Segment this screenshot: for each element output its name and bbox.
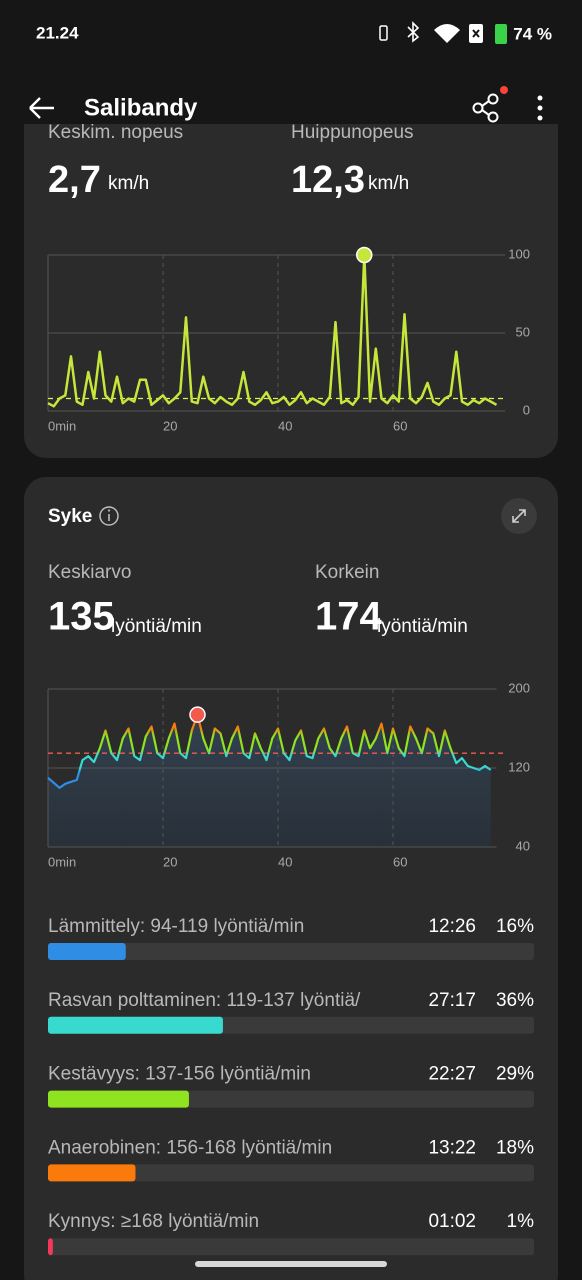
zone-percent: 29% [496, 1064, 534, 1085]
avg-label: Keskiarvo [48, 562, 131, 583]
zone-bar [48, 943, 126, 960]
zone-bar [48, 1016, 223, 1034]
x-tick-label: 20 [163, 418, 177, 433]
zone-time: 01:02 [428, 1211, 476, 1232]
zone-time: 13:22 [428, 1137, 476, 1158]
card [24, 477, 558, 1280]
zone-percent: 18% [496, 1137, 534, 1158]
y-tick-label: 100 [508, 246, 530, 261]
heart-rate-line [47, 713, 492, 789]
home-indicator [195, 1261, 387, 1267]
card [24, 96, 558, 458]
y-tick-label: 120 [508, 759, 530, 774]
speed-chart: 0 50 100 0min 20 40 60 [47, 246, 530, 433]
zone-label: Lämmittely: 94-119 lyöntiä/min [48, 916, 304, 937]
avg-label: Keskim. nopeus [48, 122, 183, 143]
zone-label: Kynnys: ≥168 lyöntiä/min [48, 1211, 259, 1232]
zone-bar [48, 1238, 53, 1256]
max-marker [189, 706, 206, 723]
zone-label: Anaerobinen: 156-168 lyöntiä/min [48, 1137, 332, 1158]
y-tick-label: 200 [508, 680, 530, 695]
avg-unit: km/h [108, 173, 149, 194]
zone-time: 12:26 [428, 916, 476, 937]
zone-track [48, 1164, 534, 1182]
heart-rate-chart: 40 120 200 0min 20 40 60 [47, 680, 530, 869]
speed-line [47, 253, 498, 408]
status-battery: 74 % [513, 24, 552, 43]
avg-value: 2,7 [48, 159, 101, 201]
max-unit: lyöntiä/min [377, 616, 468, 637]
zone-list: Lämmittely: 94-119 lyöntiä/min 12:26 16% Ra… [48, 916, 535, 1256]
max-value: 174 [315, 595, 382, 639]
max-marker [356, 246, 373, 264]
max-unit: km/h [368, 173, 409, 194]
status-icons [379, 21, 507, 44]
zone-percent: 16% [496, 916, 534, 937]
avg-value: 135 [48, 595, 115, 639]
heart-rate-card: Syke Keskiarvo Korkein 135 lyöntiä/min 1… [24, 477, 558, 1280]
zone-percent: 36% [496, 990, 534, 1011]
zone-label: Rasvan polttaminen: 119-137 lyöntiä/ [48, 990, 361, 1011]
status-time: 21.24 [36, 23, 79, 42]
x-tick-label: 60 [393, 418, 407, 433]
max-label: Huippunopeus [291, 122, 414, 143]
zone-track [48, 943, 534, 960]
zone-bar [48, 1164, 136, 1182]
menu-button[interactable] [537, 95, 543, 121]
heart-rate-area [48, 714, 491, 847]
share-button[interactable] [472, 86, 509, 123]
x-tick-label: 40 [278, 854, 292, 869]
x-tick-label: 0min [48, 418, 76, 433]
y-tick-label: 40 [516, 838, 530, 853]
zone-percent: 1% [507, 1211, 535, 1232]
avg-unit: lyöntiä/min [111, 616, 202, 637]
zone-time: 27:17 [428, 990, 476, 1011]
speed-card: Keskim. nopeus Huippunopeus 2,7 km/h 12,… [24, 96, 558, 458]
x-tick-label: 20 [163, 854, 177, 869]
info-icon[interactable] [99, 506, 119, 526]
zone-label: Kestävyys: 137-156 lyöntiä/min [48, 1064, 311, 1085]
x-tick-label: 0min [48, 854, 76, 869]
page-title: Salibandy [84, 94, 198, 121]
zone-time: 22:27 [428, 1064, 476, 1085]
x-tick-label: 60 [393, 854, 407, 869]
max-value: 12,3 [291, 159, 365, 201]
card-title: Syke [48, 506, 92, 527]
top-bar: 21.24 74 % Salibandy [0, 0, 582, 124]
x-tick-label: 40 [278, 418, 292, 433]
expand-button[interactable] [501, 498, 537, 534]
back-button[interactable] [29, 97, 54, 119]
zone-bar [48, 1090, 189, 1108]
y-tick-label: 50 [516, 324, 530, 339]
max-label: Korkein [315, 562, 379, 583]
y-tick-label: 0 [523, 402, 530, 417]
zone-track [48, 1238, 534, 1256]
